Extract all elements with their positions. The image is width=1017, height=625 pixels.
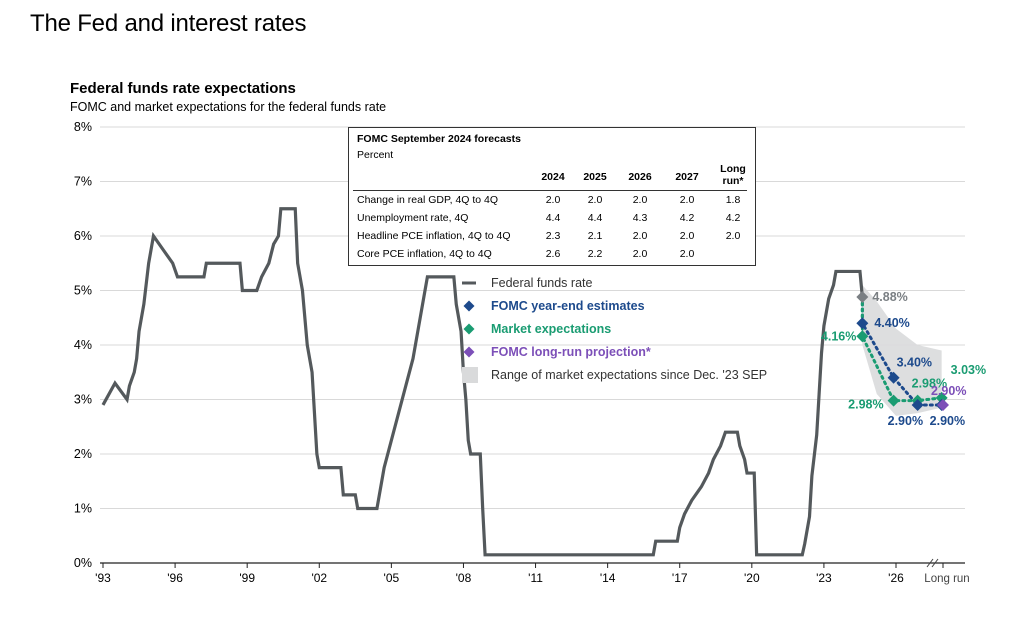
forecast-col-header: 2025 (583, 171, 607, 183)
forecast-cell: 2.0 (632, 248, 648, 260)
market-expectation-marker (856, 330, 869, 343)
forecast-col-header-long: Long (720, 163, 746, 175)
forecast-cell: 2.1 (587, 230, 603, 242)
x-tick-label: '08 (456, 571, 472, 585)
forecast-col-header: 2024 (541, 171, 565, 183)
forecast-col-header: 2026 (628, 171, 652, 183)
axis-break-mark (931, 558, 939, 568)
y-tick-label: 6% (74, 229, 92, 243)
forecast-row-label: Change in real GDP, 4Q to 4Q (357, 194, 499, 206)
x-tick-label: '14 (600, 571, 616, 585)
y-tick-label: 3% (74, 393, 92, 407)
current-rate-marker (856, 291, 869, 304)
forecast-cell: 2.6 (545, 248, 561, 260)
forecast-cell: 2.0 (679, 194, 695, 206)
data-label: 2.90% (888, 414, 923, 428)
forecast-cell: 2.0 (725, 230, 741, 242)
forecast-col-header-long-run: Long run* (713, 163, 753, 187)
chart-title: Federal funds rate expectations (70, 80, 296, 97)
market-expectation-marker (887, 394, 900, 407)
forecast-cell: 1.8 (725, 194, 741, 206)
x-tick-label: '93 (95, 571, 111, 585)
forecast-cell: 2.0 (632, 194, 648, 206)
data-label: 2.90% (930, 414, 965, 428)
forecast-row: Core PCE inflation, 4Q to 4Q 2.6 2.2 2.0… (357, 248, 751, 266)
forecast-cell: 4.3 (632, 212, 648, 224)
data-label: 2.90% (931, 384, 966, 398)
range-band (862, 285, 942, 416)
x-tick-label: '05 (384, 571, 400, 585)
legend-square-swatch (462, 367, 478, 383)
data-label: 2.98% (912, 377, 947, 391)
x-tick-label: '23 (816, 571, 832, 585)
fed-funds-line (101, 207, 864, 557)
legend-label: FOMC long-run projection* (491, 345, 651, 359)
y-tick-label: 7% (74, 175, 92, 189)
forecast-row: Unemployment rate, 4Q 4.4 4.4 4.3 4.2 4.… (357, 212, 751, 230)
forecast-row-label: Core PCE inflation, 4Q to 4Q (357, 248, 492, 260)
data-label: 3.40% (897, 356, 932, 370)
x-tick-label: '02 (311, 571, 327, 585)
x-tick-label: '11 (528, 571, 543, 585)
page-title: The Fed and interest rates (30, 10, 307, 37)
legend-label: FOMC year-end estimates (491, 299, 645, 313)
forecast-cell: 2.3 (545, 230, 561, 242)
forecast-cell: 4.4 (545, 212, 561, 224)
forecast-col-header: 2027 (675, 171, 699, 183)
y-tick-label: 4% (74, 338, 92, 352)
forecast-cell: 4.2 (679, 212, 695, 224)
forecast-cell: 2.0 (679, 230, 695, 242)
forecast-cell: 4.2 (725, 212, 741, 224)
forecast-table-rule (353, 190, 747, 191)
data-label: 2.98% (848, 398, 883, 412)
fomc-estimate-marker (887, 371, 900, 384)
x-tick-label: '99 (239, 571, 255, 585)
data-label: 4.40% (874, 316, 909, 330)
forecast-table-title: FOMC September 2024 forecasts (357, 133, 521, 145)
fomc-estimate-marker (856, 317, 869, 330)
forecast-row: Change in real GDP, 4Q to 4Q 2.0 2.0 2.0… (357, 194, 751, 212)
data-label: 4.16% (821, 329, 856, 343)
forecast-row-label: Headline PCE inflation, 4Q to 4Q (357, 230, 511, 242)
forecast-cell: 2.0 (632, 230, 648, 242)
data-label: 4.88% (872, 290, 907, 304)
long-run-marker (937, 398, 949, 411)
legend-diamond-swatch (463, 346, 475, 358)
data-label: 3.03% (951, 363, 986, 377)
legend-label: Range of market expectations since Dec. … (491, 368, 767, 382)
legend-label: Federal funds rate (491, 276, 592, 290)
y-tick-label: 5% (74, 284, 92, 298)
forecast-table: FOMC September 2024 forecasts Percent 20… (348, 127, 756, 266)
x-tick-label: '17 (672, 571, 688, 585)
legend-diamond-swatch (463, 300, 475, 312)
forecast-table-unit: Percent (357, 149, 394, 161)
x-tick-label: '96 (167, 571, 183, 585)
fomc-estimate-marker (911, 398, 924, 411)
forecast-row: Headline PCE inflation, 4Q to 4Q 2.3 2.1… (357, 230, 751, 248)
forecast-cell: 4.4 (587, 212, 603, 224)
legend-label: Market expectations (491, 322, 611, 336)
long-run-label: Long run (924, 573, 969, 585)
chart-subtitle: FOMC and market expectations for the fed… (70, 100, 387, 114)
forecast-cell: 2.0 (545, 194, 561, 206)
x-tick-label: '26 (888, 571, 904, 585)
y-tick-label: 0% (74, 556, 92, 570)
y-tick-label: 2% (74, 447, 92, 461)
forecast-cell: 2.0 (587, 194, 603, 206)
forecast-cell: 2.0 (679, 248, 695, 260)
x-tick-label: '20 (744, 571, 760, 585)
forecast-row-label: Unemployment rate, 4Q (357, 212, 469, 224)
axis-break-mark (926, 558, 934, 568)
forecast-col-header-run: run* (722, 175, 744, 187)
y-tick-label: 8% (74, 120, 92, 134)
legend-diamond-swatch (463, 323, 475, 335)
forecast-cell: 2.2 (587, 248, 603, 260)
y-tick-label: 1% (74, 502, 92, 516)
